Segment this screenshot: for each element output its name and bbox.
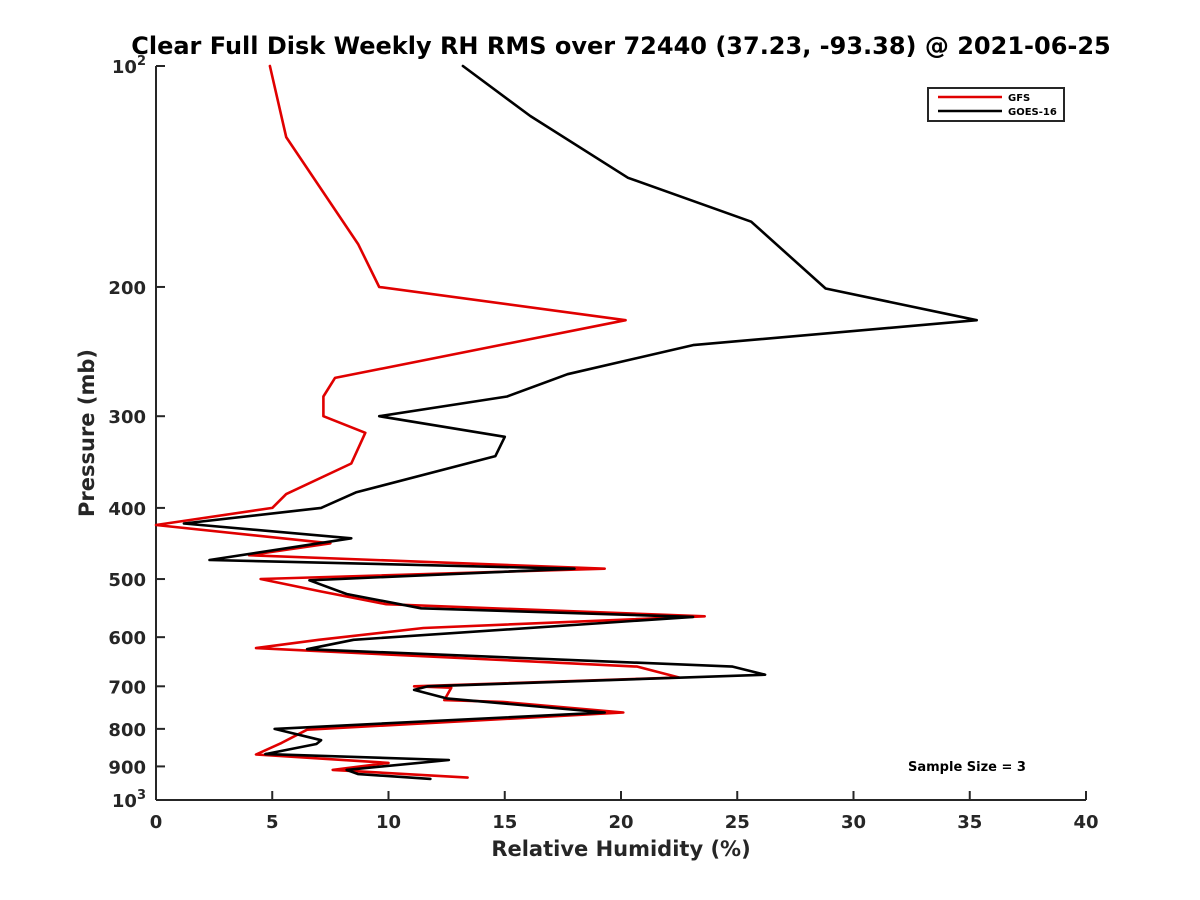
- y-tick-label: 200: [108, 278, 146, 299]
- x-tick-label: 25: [725, 812, 750, 833]
- y-tick-label: 900: [108, 757, 146, 778]
- x-tick-label: 40: [1073, 812, 1098, 833]
- y-tick-label: 500: [108, 570, 146, 591]
- y-tick-label: 300: [108, 407, 146, 428]
- y-tick-label: 700: [108, 677, 146, 698]
- plot-background: [156, 66, 1086, 800]
- x-axis-label: Relative Humidity (%): [491, 837, 750, 861]
- series-layer: [154, 64, 979, 781]
- x-tick-label: 0: [150, 812, 163, 833]
- y-tick-label: 600: [108, 628, 146, 649]
- plot-area: [156, 66, 1086, 800]
- x-axis-ticks: 0 5 10 15 20 25 30 35 40: [150, 791, 1099, 833]
- y-tick-label: 800: [108, 720, 146, 741]
- x-tick-label: 5: [266, 812, 279, 833]
- y-axis-ticks: 102 200 300 400 500 600 700 800 900 103: [108, 54, 165, 812]
- x-tick-label: 35: [957, 812, 982, 833]
- legend-label-goes16: GOES-16: [1008, 107, 1057, 118]
- series-line-goes16: [182, 64, 979, 781]
- y-tick-label: 102: [112, 54, 146, 78]
- chart-title: Clear Full Disk Weekly RH RMS over 72440…: [131, 32, 1111, 60]
- y-tick-label: 400: [108, 499, 146, 520]
- legend-label-gfs: GFS: [1008, 93, 1030, 104]
- x-tick-label: 20: [608, 812, 633, 833]
- legend: GFS GOES-16: [927, 87, 1065, 122]
- y-axis-label: Pressure (mb): [75, 349, 99, 517]
- x-tick-label: 15: [492, 812, 517, 833]
- y-tick-label: 103: [112, 788, 146, 812]
- sample-size-annotation: Sample Size = 3: [908, 760, 1026, 775]
- x-tick-label: 10: [376, 812, 401, 833]
- x-tick-label: 30: [841, 812, 866, 833]
- legend-box: [927, 87, 1065, 122]
